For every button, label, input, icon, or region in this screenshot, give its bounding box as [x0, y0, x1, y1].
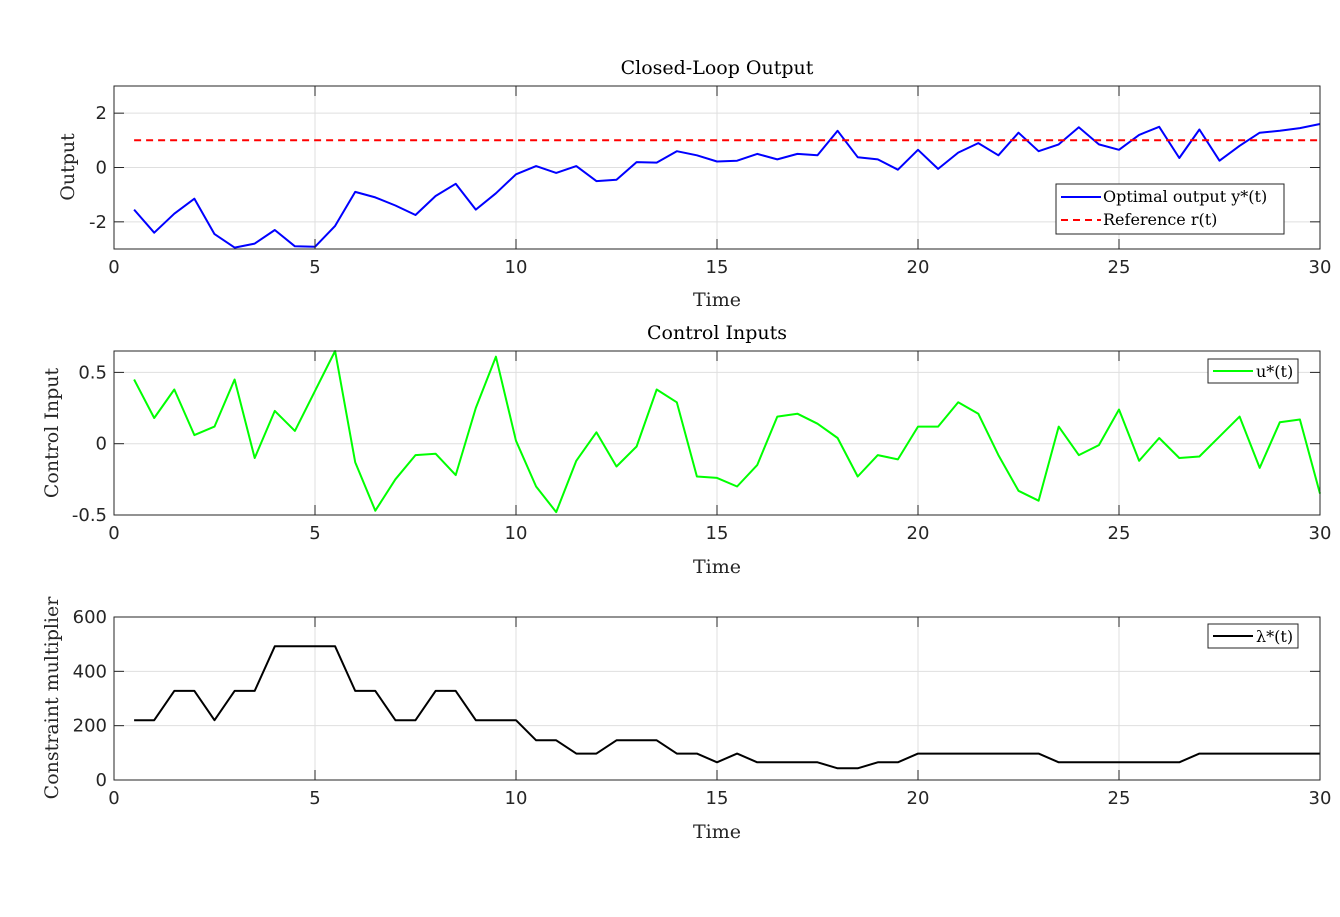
legend-label-optimal-output: Optimal output y*(t)	[1103, 187, 1267, 206]
output-x-axis-label: Time	[693, 289, 741, 311]
multiplier-y-axis-label: Constraint multiplier	[41, 596, 63, 800]
x-tick-label: 25	[1108, 523, 1131, 544]
control-chart-title: Control Inputs	[647, 322, 787, 344]
output-legend: Optimal output y*(t) Reference r(t)	[1055, 183, 1285, 235]
output-series	[133, 123, 1321, 249]
control-legend: u*(t)	[1207, 358, 1299, 384]
control-ticks: 0 5 10 15 20 25 300.50-0.5	[72, 351, 1332, 544]
x-tick-label: 15	[706, 257, 729, 278]
x-tick-label: 10	[505, 523, 528, 544]
x-tick-label: 20	[907, 523, 930, 544]
x-tick-label: 5	[309, 523, 320, 544]
output-legend-box	[1055, 183, 1285, 235]
y-tick-label: 2	[96, 103, 107, 124]
x-tick-label: 30	[1309, 257, 1332, 278]
series-line-1-0	[133, 350, 1321, 514]
y-tick-label: 400	[73, 661, 107, 682]
y-tick-label: 0.5	[78, 362, 107, 383]
x-tick-label: 15	[706, 523, 729, 544]
output-chart-title: Closed-Loop Output	[621, 57, 814, 79]
multiplier-series	[134, 645, 1320, 770]
x-tick-label: 25	[1108, 788, 1131, 809]
y-tick-label: 0	[96, 434, 107, 455]
x-tick-label: 25	[1108, 257, 1131, 278]
legend-label-control-input: u*(t)	[1256, 362, 1293, 381]
y-tick-label: 200	[73, 716, 107, 737]
control-axes: 0 5 10 15 20 25 300.50-0.5 Control Inputs Time…	[41, 322, 1331, 578]
y-tick-label: 600	[73, 607, 107, 628]
x-tick-label: 0	[108, 788, 119, 809]
x-tick-label: 5	[309, 788, 320, 809]
legend-label-multiplier: λ*(t)	[1256, 627, 1293, 646]
y-tick-label: 0	[96, 158, 107, 179]
multiplier-axes: 0 5 10 15 20 25 30 600 400 200 0 Time Constraint m…	[41, 596, 1331, 843]
y-tick-label: 0	[96, 770, 107, 791]
x-tick-label: 20	[907, 788, 930, 809]
x-tick-label: 0	[108, 523, 119, 544]
multiplier-ticks: 0 5 10 15 20 25 30 600 400 200 0	[73, 607, 1332, 809]
multiplier-legend: λ*(t)	[1207, 623, 1299, 649]
control-y-axis-label: Control Input	[41, 368, 63, 499]
y-tick-label: -0.5	[72, 505, 107, 526]
output-y-axis-label: Output	[57, 133, 79, 201]
x-tick-label: 5	[309, 257, 320, 278]
x-tick-label: 20	[907, 257, 930, 278]
control-x-axis-label: Time	[693, 556, 741, 578]
x-tick-label: 10	[505, 788, 528, 809]
series-line-0-0	[133, 123, 1321, 249]
x-tick-label: 30	[1309, 523, 1332, 544]
control-series	[133, 350, 1321, 514]
series-line-2-0	[134, 645, 1320, 770]
x-tick-label: 10	[505, 257, 528, 278]
x-tick-label: 15	[706, 788, 729, 809]
multiplier-x-axis-label: Time	[693, 821, 741, 843]
x-tick-label: 0	[108, 257, 119, 278]
y-tick-label: -2	[89, 212, 107, 233]
x-tick-label: 30	[1309, 788, 1332, 809]
legend-label-reference: Reference r(t)	[1103, 210, 1217, 229]
